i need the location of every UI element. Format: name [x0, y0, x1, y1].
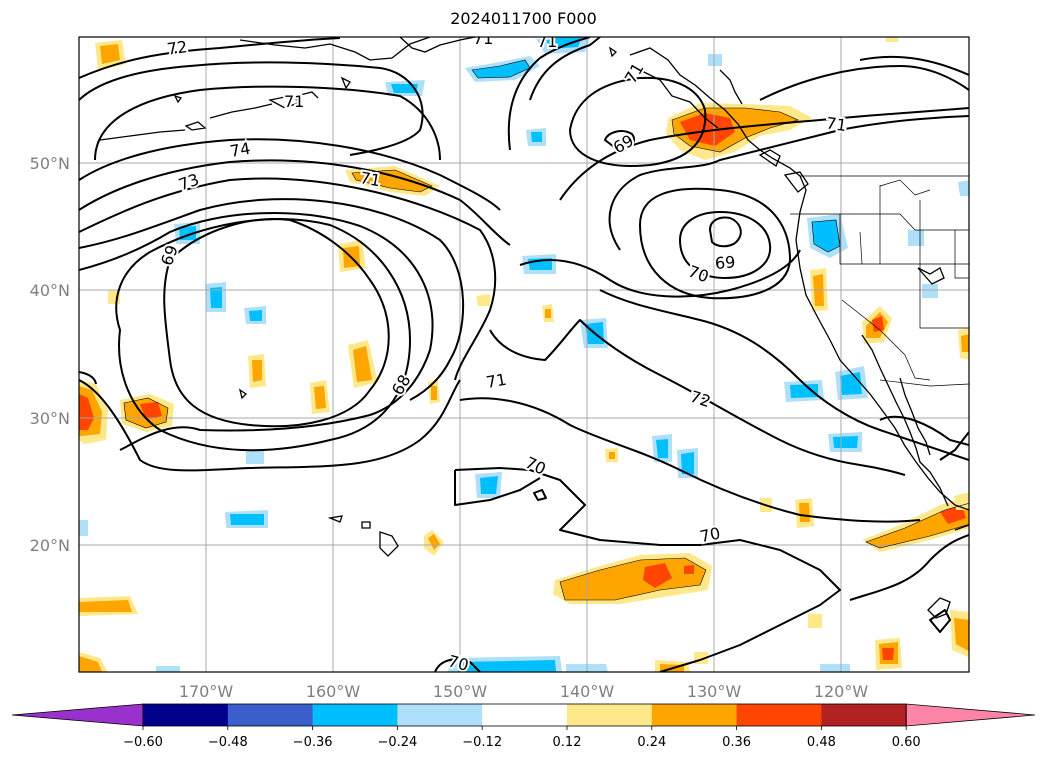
contour-label: 74 — [228, 139, 251, 161]
lon-label: 120°W — [814, 682, 869, 701]
colorbar-segment — [736, 704, 822, 726]
contour-label: 71 — [537, 32, 557, 51]
contour-label: 71 — [284, 92, 304, 111]
colorbar-extend-low — [11, 703, 144, 727]
map-panel: 72 71 71 71 69 74 73 71 69 71 70 69 71 7… — [79, 29, 969, 675]
lat-label: 30°N — [30, 409, 70, 428]
lon-label: 160°W — [306, 682, 361, 701]
contour-label: 71 — [473, 29, 493, 48]
colorbar-tick-label: −0.12 — [462, 735, 502, 750]
colorbar-tick-label: 0.36 — [722, 735, 751, 750]
lon-label: 170°W — [179, 682, 234, 701]
colorbar-tick-label: −0.24 — [377, 735, 417, 750]
lat-label: 40°N — [30, 281, 70, 300]
colorbar: −0.60 −0.48 −0.36 −0.24 −0.12 0.12 0.24 0.36 0.4… — [11, 703, 1036, 750]
colorbar-tick-label: 0.60 — [892, 735, 921, 750]
contour-label: 72 — [166, 37, 189, 59]
coastlines — [99, 37, 969, 619]
contour-label: 71 — [359, 168, 382, 190]
colorbar-segment — [143, 704, 229, 726]
colorbar-tick-label: −0.48 — [208, 735, 248, 750]
colorbar-segment — [821, 704, 907, 726]
map-title: 2024011700 F000 — [450, 9, 597, 28]
contour-lines — [79, 37, 969, 672]
lon-label: 130°W — [687, 682, 742, 701]
graticule — [79, 37, 969, 672]
colorbar-segment — [227, 704, 314, 726]
lat-label: 50°N — [30, 154, 70, 173]
contour-label: 69 — [714, 252, 736, 273]
colorbar-tick-label: −0.60 — [123, 735, 163, 750]
political-borders — [790, 175, 969, 387]
contour-label: 71 — [485, 370, 508, 392]
colorbar-extend-high — [905, 703, 1036, 727]
colorbar-segment — [397, 704, 483, 726]
colorbar-segment — [651, 704, 738, 726]
colorbar-tick-label: 0.24 — [637, 735, 666, 750]
shading-outlines — [123, 59, 969, 601]
lon-label: 140°W — [560, 682, 615, 701]
longitude-labels: 170°W 160°W 150°W 140°W 130°W 120°W — [179, 682, 869, 701]
colorbar-segment — [567, 704, 653, 726]
map-frame — [78, 36, 970, 673]
colorbar-tick-label: 0.48 — [807, 735, 836, 750]
colorbar-segment — [312, 704, 398, 726]
latitude-labels: 50°N 40°N 30°N 20°N — [30, 154, 70, 555]
colorbar-frame — [142, 703, 907, 727]
contour-label: 70 — [446, 651, 471, 675]
colorbar-tick-label: −0.36 — [293, 735, 333, 750]
colorbar-segment — [482, 704, 568, 726]
lat-label: 20°N — [30, 536, 70, 555]
lon-label: 150°W — [433, 682, 488, 701]
colorbar-tick-label: 0.12 — [553, 735, 582, 750]
contour-label: 71 — [825, 113, 848, 135]
